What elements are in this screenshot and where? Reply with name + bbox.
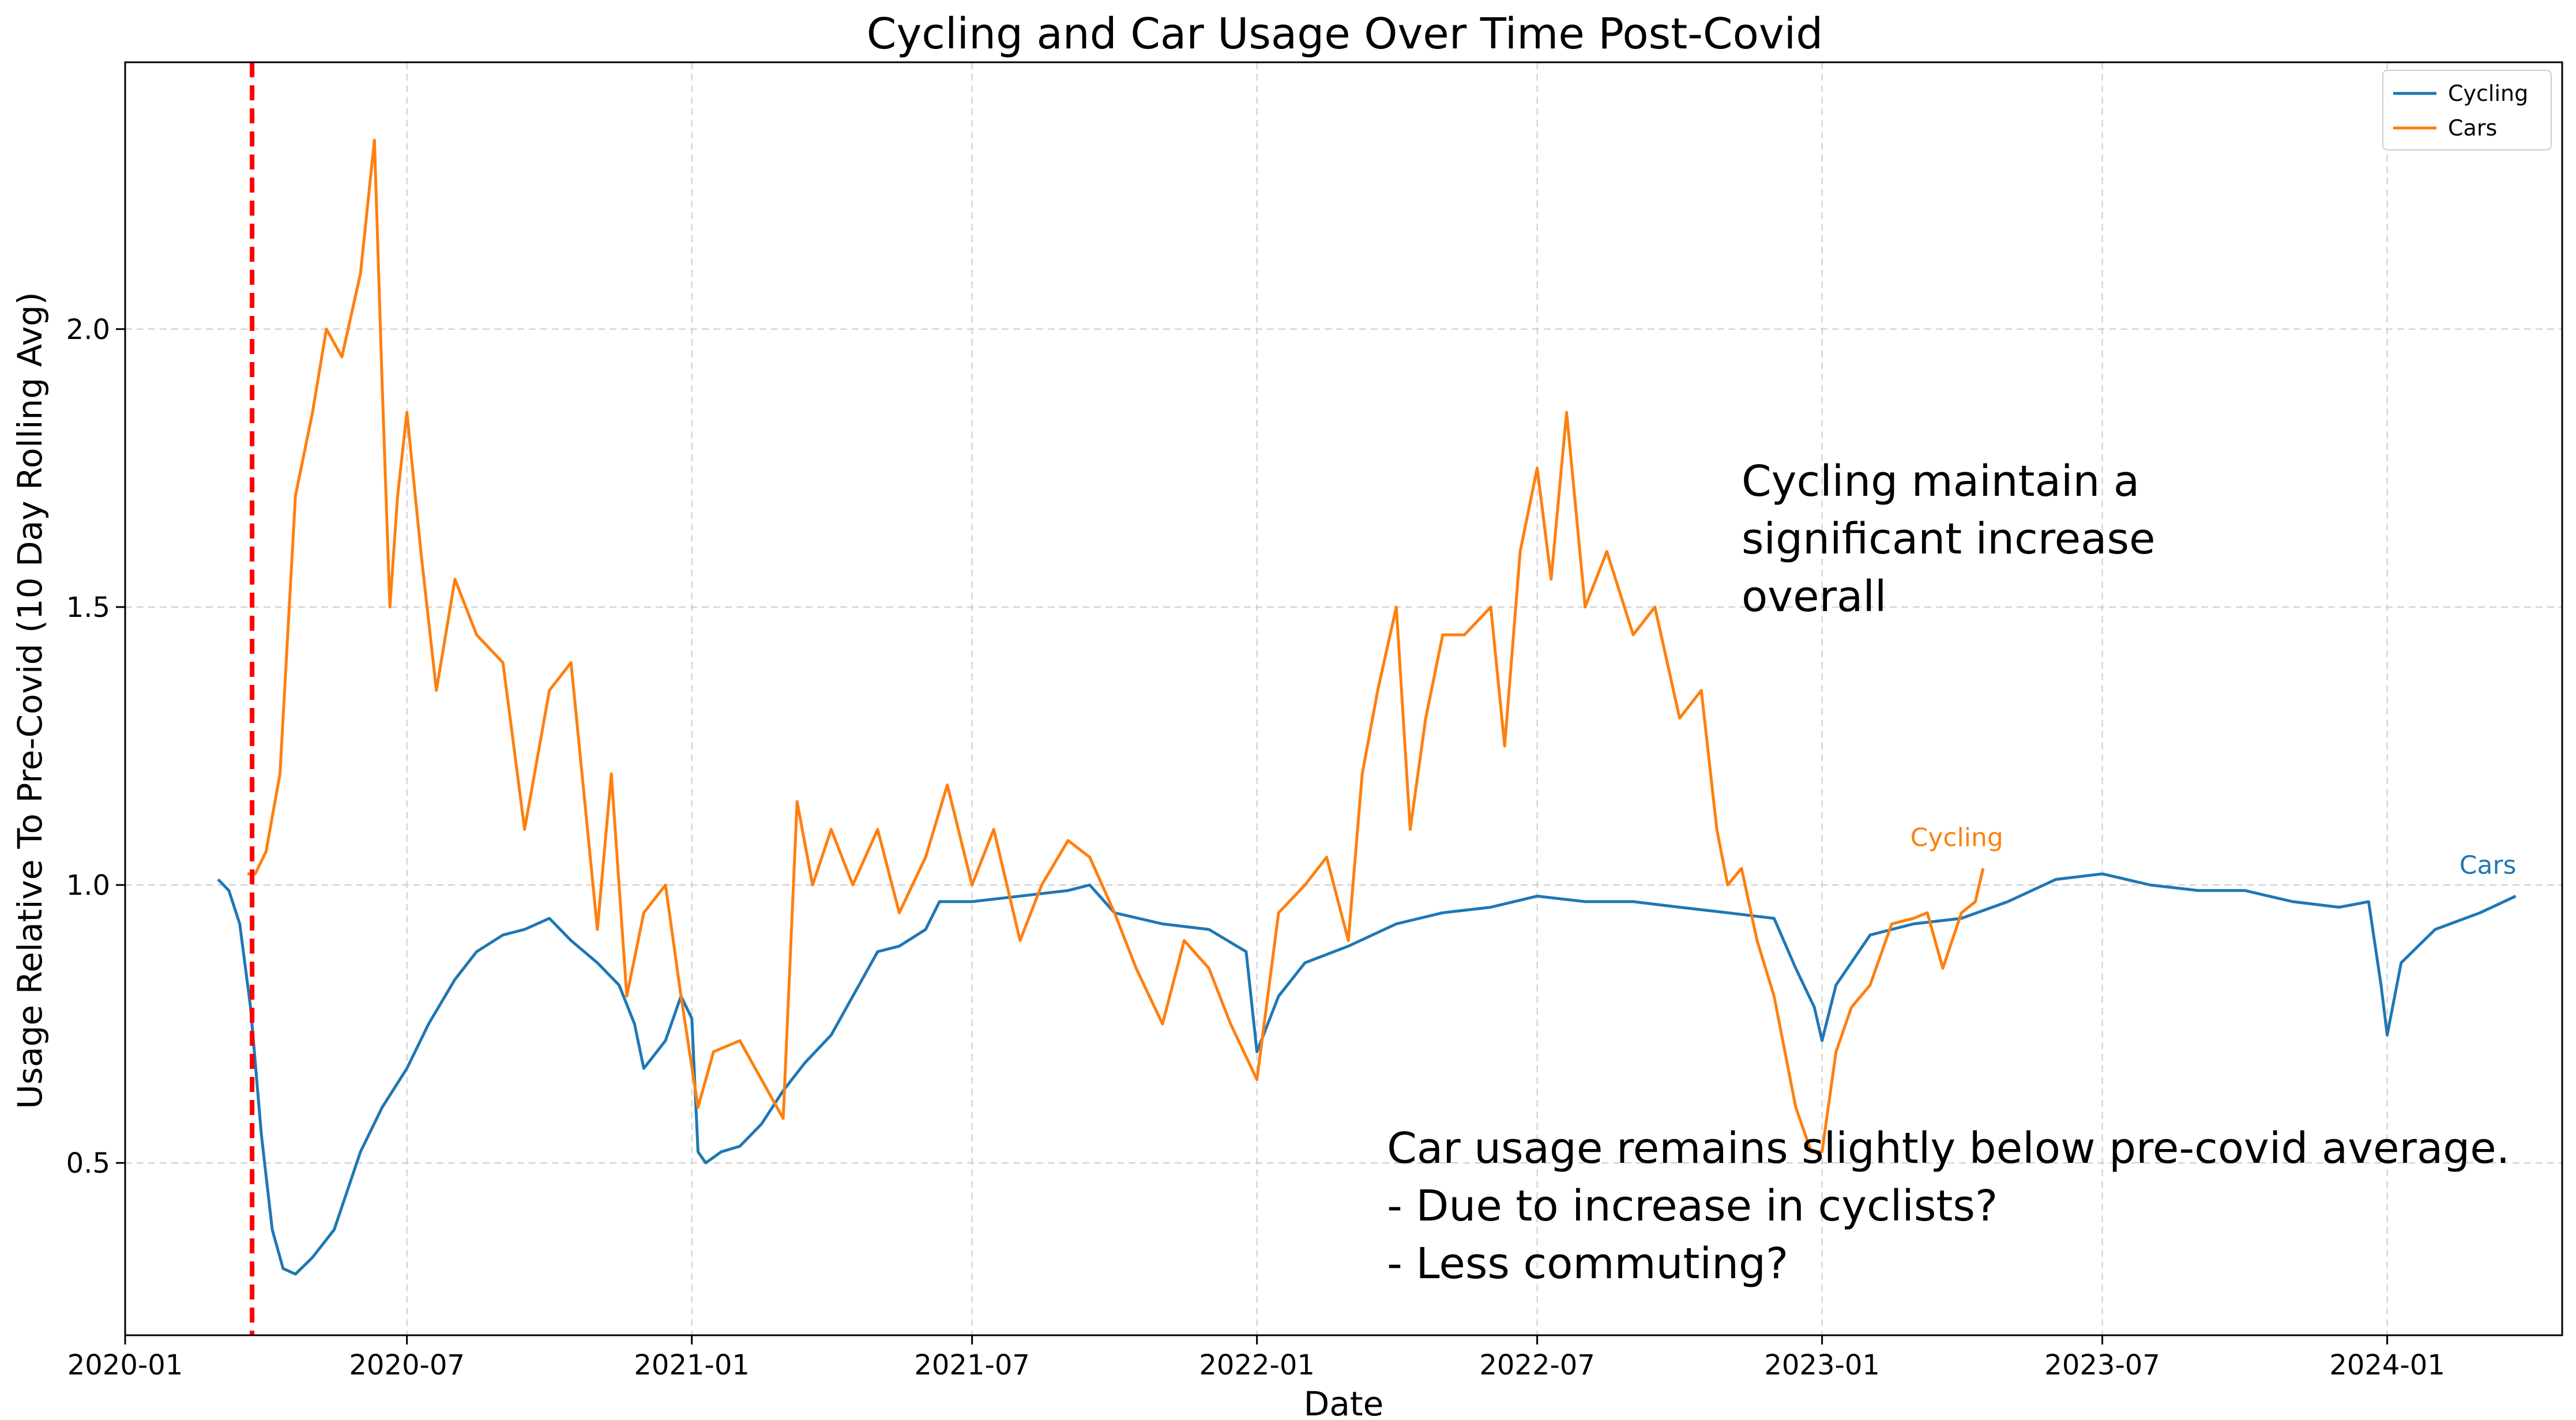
x-axis-title: Date — [1304, 1384, 1384, 1420]
note-1-line-0: Car usage remains slightly below pre-cov… — [1387, 1124, 2510, 1173]
x-tick-label-2020-01: 2020-01 — [67, 1349, 183, 1381]
note-0-line-0: Cycling maintain a — [1742, 457, 2139, 506]
line-end-label-cycling: Cycling — [1911, 823, 2003, 853]
note-0-line-2: overall — [1742, 572, 1886, 622]
y-tick-label-2: 2.0 — [66, 314, 110, 346]
y-tick-label-0.5: 0.5 — [66, 1147, 110, 1180]
note-1: Car usage remains slightly below pre-cov… — [1387, 1124, 2510, 1289]
plot-area — [217, 62, 2517, 1335]
plot-frame — [124, 61, 2563, 1336]
chart-title: Cycling and Car Usage Over Time Post-Cov… — [867, 9, 1823, 59]
y-tick-label-1.5: 1.5 — [66, 592, 110, 624]
y-tick-label-1: 1.0 — [66, 869, 110, 902]
series-line-cycling — [217, 872, 2517, 1276]
legend-label-cars: Cars — [2448, 115, 2497, 141]
x-tick-label-2022-01: 2022-01 — [1199, 1349, 1315, 1381]
annotations: Cycling Cars Cycling maintain a significant… — [1387, 457, 2516, 1289]
line-end-label-cars: Cars — [2460, 851, 2517, 880]
x-tick-label-2021-01: 2021-01 — [634, 1349, 750, 1381]
x-tick-label-2023-01: 2023-01 — [1764, 1349, 1880, 1381]
note-0-line-1: significant increase — [1742, 514, 2156, 564]
legend-box — [2382, 70, 2552, 150]
x-tick-label-2021-07: 2021-07 — [914, 1349, 1030, 1381]
x-tick-label-2020-07: 2020-07 — [349, 1349, 465, 1381]
legend-label-cycling: Cycling — [2448, 81, 2528, 106]
x-tick-label-2022-07: 2022-07 — [1479, 1349, 1595, 1381]
note-0: Cycling maintain a significant increase ov… — [1742, 457, 2156, 622]
x-axis: 2020-01 2020-07 2021-01 2021-07 2022-01 2022-… — [67, 1335, 2445, 1381]
legend: Cycling Cars — [2382, 70, 2552, 150]
series-line-cars — [247, 138, 1985, 1154]
note-1-line-1: - Due to increase in cyclists? — [1387, 1181, 1998, 1231]
y-axis-title: Usage Relative To Pre-Covid (10 Day Roll… — [10, 292, 50, 1109]
x-tick-label-2023-07: 2023-07 — [2044, 1349, 2160, 1381]
x-tick-label-2024-01: 2024-01 — [2329, 1349, 2445, 1381]
y-axis: 0.5 1.0 1.5 2.0 — [66, 314, 125, 1180]
note-1-line-2: - Less commuting? — [1387, 1239, 1788, 1289]
